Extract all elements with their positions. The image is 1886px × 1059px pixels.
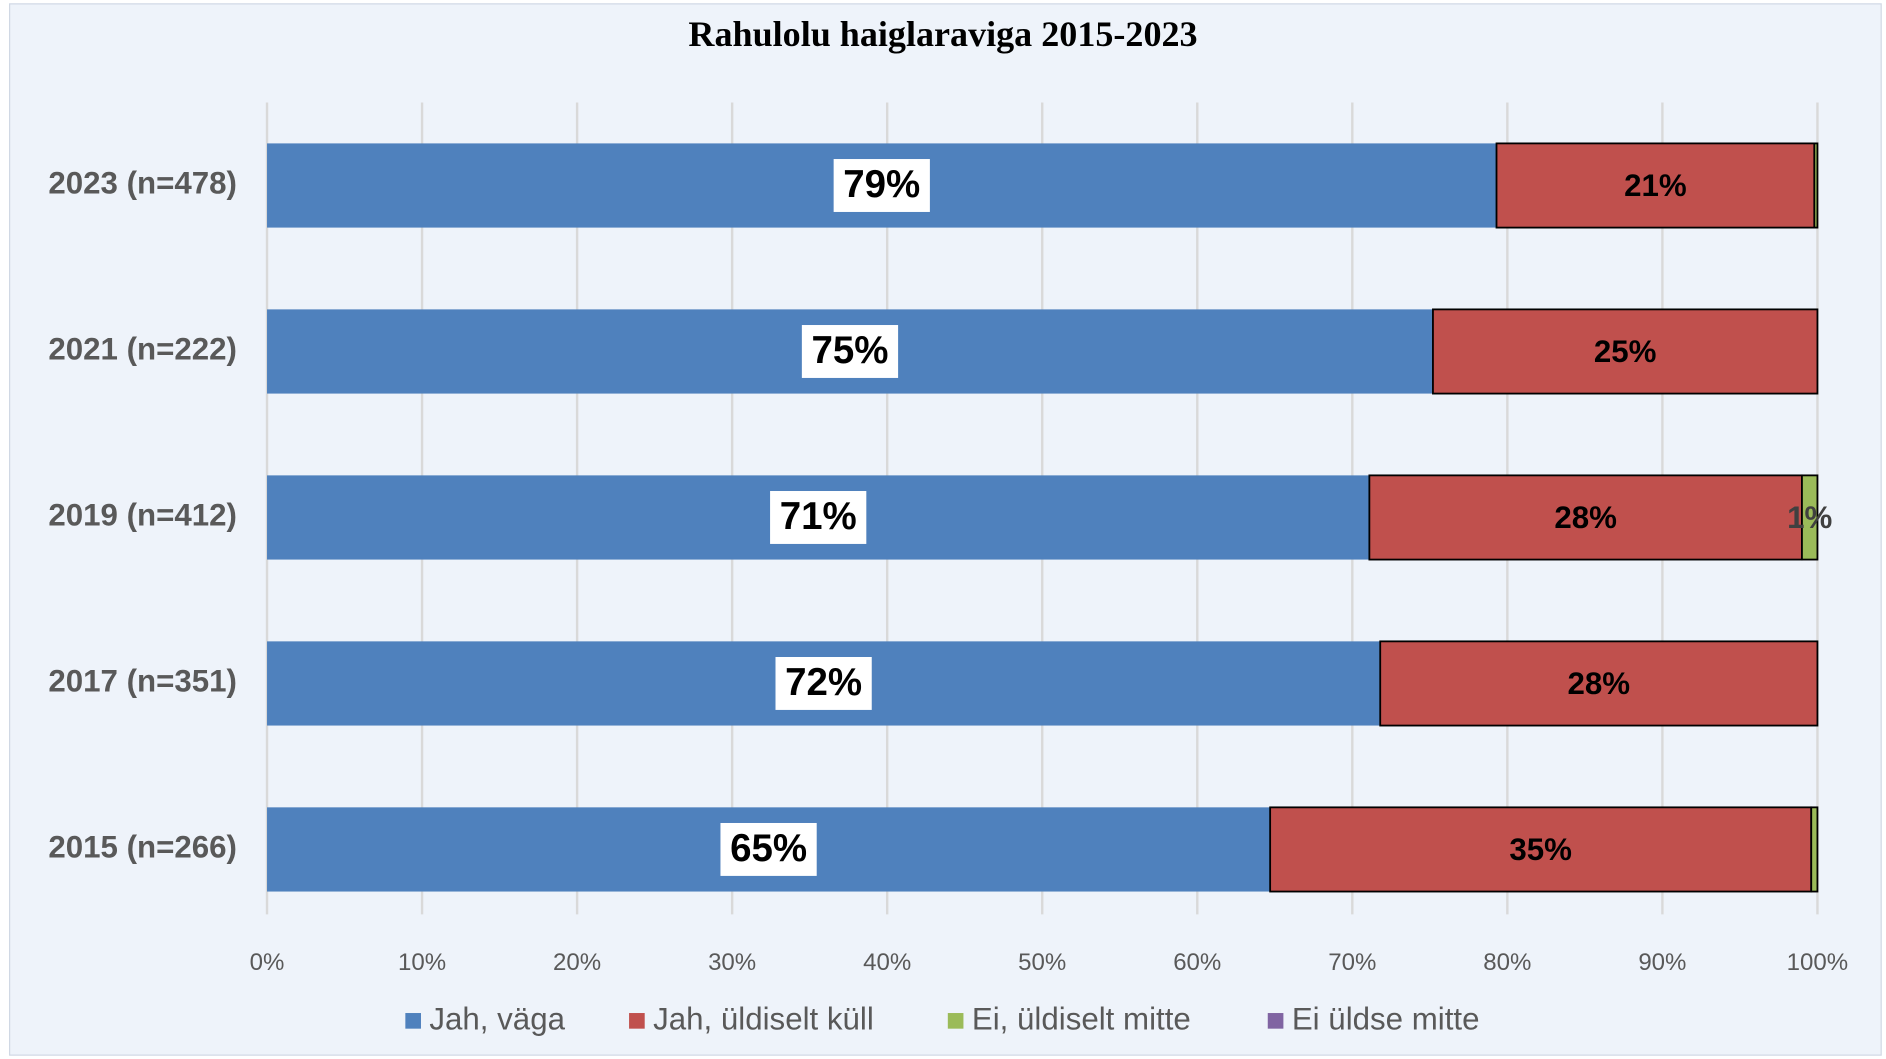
x-tick-label: 20% bbox=[553, 949, 601, 976]
legend-swatch bbox=[1267, 1013, 1284, 1029]
x-tick-label: 90% bbox=[1638, 949, 1686, 976]
data-label: 65% bbox=[730, 827, 807, 870]
x-tick-label: 80% bbox=[1483, 949, 1531, 976]
legend-label: Ei, üldiselt mitte bbox=[972, 1002, 1191, 1037]
data-label: 79% bbox=[843, 163, 920, 206]
y-tick-label: 2017 (n=351) bbox=[48, 664, 237, 699]
data-label-box bbox=[720, 822, 817, 876]
bar-segment bbox=[1495, 142, 1816, 229]
data-label: 21% bbox=[1624, 168, 1687, 203]
bar-segment bbox=[1368, 474, 1803, 561]
data-label: 75% bbox=[811, 329, 888, 372]
legend-swatch bbox=[629, 1013, 645, 1029]
y-tick-label: 2023 (n=478) bbox=[48, 166, 237, 201]
data-label-box bbox=[801, 325, 899, 378]
x-tick-label: 50% bbox=[1018, 949, 1066, 976]
data-label: 1% bbox=[1787, 500, 1832, 535]
data-label-box bbox=[770, 491, 867, 544]
legend-label: Jah, väga bbox=[429, 1002, 565, 1037]
data-label-box bbox=[775, 656, 872, 710]
data-label: 35% bbox=[1509, 832, 1572, 867]
bar-segment bbox=[1269, 806, 1813, 893]
data-label: 28% bbox=[1568, 666, 1631, 701]
legend-label: Jah, üldiselt küll bbox=[653, 1002, 874, 1037]
bar-segment bbox=[1432, 308, 1819, 395]
bar-segment bbox=[1801, 474, 1819, 561]
x-tick-label: 40% bbox=[863, 949, 911, 976]
x-tick-label: 10% bbox=[398, 949, 446, 976]
legend-label: Ei üldse mitte bbox=[1292, 1002, 1480, 1037]
legend-swatch bbox=[947, 1013, 964, 1029]
data-label: 71% bbox=[780, 495, 857, 538]
x-tick-label: 100% bbox=[1787, 949, 1849, 976]
x-tick-label: 60% bbox=[1173, 949, 1221, 976]
x-tick-label: 70% bbox=[1328, 949, 1376, 976]
data-label: 72% bbox=[785, 661, 862, 704]
chart-title: Rahulolu haiglaraviga 2015-2023 bbox=[688, 14, 1197, 54]
data-label: 25% bbox=[1594, 334, 1657, 369]
legend-swatch bbox=[405, 1013, 421, 1029]
bar-segment bbox=[1810, 806, 1819, 893]
bar-segment bbox=[1813, 142, 1819, 229]
y-tick-label: 2021 (n=222) bbox=[48, 332, 237, 367]
y-tick-label: 2019 (n=412) bbox=[48, 498, 237, 533]
x-tick-label: 30% bbox=[708, 949, 756, 976]
y-tick-label: 2015 (n=266) bbox=[48, 830, 237, 865]
data-label: 28% bbox=[1554, 500, 1617, 535]
bar-segment bbox=[1379, 640, 1819, 727]
data-label-box bbox=[833, 159, 930, 212]
x-tick-label: 0% bbox=[250, 949, 285, 976]
